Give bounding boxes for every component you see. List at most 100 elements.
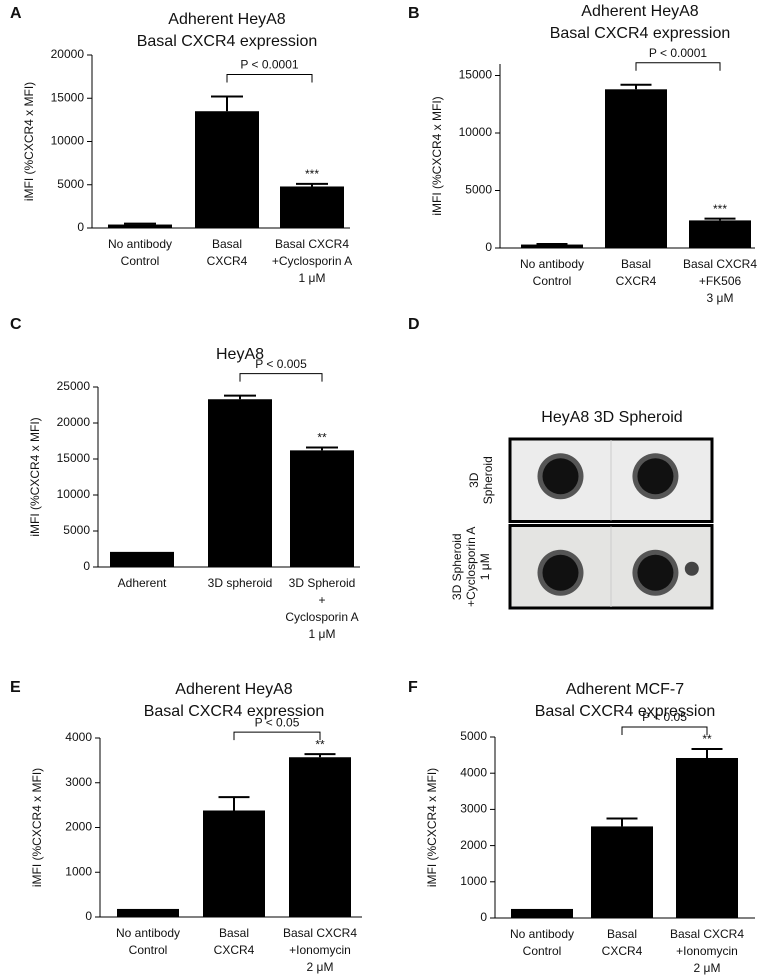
bar <box>289 757 351 917</box>
bracket-label: P < 0.05 <box>642 710 687 724</box>
row-label: 3D Spheroid <box>450 533 464 600</box>
spheroid <box>637 458 674 495</box>
x-tick-label: +Ionomycin <box>676 944 738 958</box>
x-tick-label: Basal <box>621 257 651 271</box>
panel-letter: D <box>408 316 420 333</box>
y-tick-label: 0 <box>83 559 90 573</box>
x-tick-label: 2 μM <box>307 960 334 974</box>
y-tick-label: 20000 <box>51 47 85 61</box>
bar <box>676 757 738 918</box>
x-tick-label: 2 μM <box>694 961 721 975</box>
bar <box>110 551 174 567</box>
y-tick-label: 4000 <box>460 765 487 779</box>
x-tick-label: 1 μM <box>309 627 336 641</box>
x-tick-label: Basal <box>607 927 637 941</box>
bracket <box>239 373 323 382</box>
x-tick-label: CXCR4 <box>616 274 657 288</box>
x-tick-label: 1 μM <box>299 271 326 285</box>
bracket-label: P < 0.0001 <box>649 46 707 60</box>
chart-title: Adherent HeyA8 <box>581 3 699 20</box>
chart-title: HeyA8 3D Spheroid <box>541 409 682 426</box>
y-tick-label: 5000 <box>465 183 492 197</box>
chart-title: Basal CXCR4 expression <box>535 703 716 720</box>
chart-title: Adherent HeyA8 <box>175 681 293 698</box>
y-tick-label: 15000 <box>57 451 91 465</box>
bracket <box>233 731 321 741</box>
x-tick-label: +FK506 <box>699 274 742 288</box>
y-axis-label: iMFI (%CXCR4 x MFI) <box>425 768 439 887</box>
x-tick-label: No antibody <box>510 927 574 941</box>
y-tick-label: 3000 <box>65 775 92 789</box>
x-tick-label: + <box>318 593 325 607</box>
panel-letter: C <box>10 316 22 333</box>
y-tick-label: 4000 <box>65 730 92 744</box>
row-label: +Cyclosporin A <box>464 527 478 607</box>
bar <box>203 810 265 917</box>
y-axis-label: iMFI (%CXCR4 x MFI) <box>30 768 44 887</box>
x-tick-label: CXCR4 <box>207 254 248 268</box>
bracket <box>226 74 313 83</box>
y-tick-label: 15000 <box>51 90 85 104</box>
y-tick-label: 0 <box>485 240 492 254</box>
x-tick-label: Basal CXCR4 <box>283 926 357 940</box>
bracket-label: P < 0.0001 <box>240 58 298 72</box>
y-tick-label: 20000 <box>57 415 91 429</box>
bracket-label: P < 0.005 <box>255 357 307 371</box>
x-tick-label: +Ionomycin <box>289 943 351 957</box>
x-tick-label: No antibody <box>116 926 180 940</box>
y-tick-label: 0 <box>77 220 84 234</box>
panel-letter: A <box>10 5 22 22</box>
x-tick-label: Basal CXCR4 <box>670 927 744 941</box>
spheroid <box>542 458 579 495</box>
x-tick-label: Control <box>523 944 562 958</box>
significance-label: ** <box>702 732 712 746</box>
y-tick-label: 2000 <box>460 838 487 852</box>
y-tick-label: 1000 <box>460 874 487 888</box>
y-tick-label: 5000 <box>57 177 84 191</box>
significance-label: ** <box>317 431 327 445</box>
significance-label: ** <box>315 737 325 751</box>
y-tick-label: 10000 <box>57 487 91 501</box>
bar <box>591 826 653 918</box>
row-label: 1 μM <box>478 553 492 580</box>
bracket <box>635 62 721 71</box>
y-tick-label: 10000 <box>51 134 85 148</box>
spheroid <box>637 554 674 591</box>
x-tick-label: Basal <box>219 926 249 940</box>
y-tick-label: 10000 <box>459 125 493 139</box>
panel-letter: B <box>408 5 420 22</box>
y-tick-label: 25000 <box>57 379 91 393</box>
x-tick-label: Basal CXCR4 <box>683 257 757 271</box>
spheroid <box>542 554 579 591</box>
x-tick-label: CXCR4 <box>214 943 255 957</box>
x-tick-label: CXCR4 <box>602 944 643 958</box>
bar <box>280 186 344 228</box>
panel-letter: E <box>10 679 21 696</box>
x-tick-label: 3D spheroid <box>208 576 273 590</box>
bracket <box>621 726 708 735</box>
x-tick-label: 3D Spheroid <box>289 576 356 590</box>
panel-letter: F <box>408 679 418 696</box>
bar <box>605 89 667 248</box>
bar <box>521 244 583 248</box>
y-tick-label: 15000 <box>459 68 493 82</box>
row-label: Spheroid <box>481 456 495 504</box>
chart-title: Basal CXCR4 expression <box>144 703 325 720</box>
bar <box>511 908 573 918</box>
x-tick-label: Adherent <box>118 576 167 590</box>
x-tick-label: Basal <box>212 237 242 251</box>
chart-title: Adherent MCF-7 <box>566 681 684 698</box>
chart-title: Basal CXCR4 expression <box>550 25 731 42</box>
x-tick-label: No antibody <box>520 257 584 271</box>
chart-title: Basal CXCR4 expression <box>137 33 318 50</box>
bar <box>208 399 272 567</box>
y-axis-label: iMFI (%CXCR4 x MFI) <box>22 82 36 201</box>
x-tick-label: Control <box>121 254 160 268</box>
bar <box>117 908 179 917</box>
y-tick-label: 0 <box>85 909 92 923</box>
significance-label: *** <box>713 202 727 216</box>
y-tick-label: 0 <box>480 910 487 924</box>
x-tick-label: Control <box>129 943 168 957</box>
x-tick-label: Cyclosporin A <box>285 610 358 624</box>
